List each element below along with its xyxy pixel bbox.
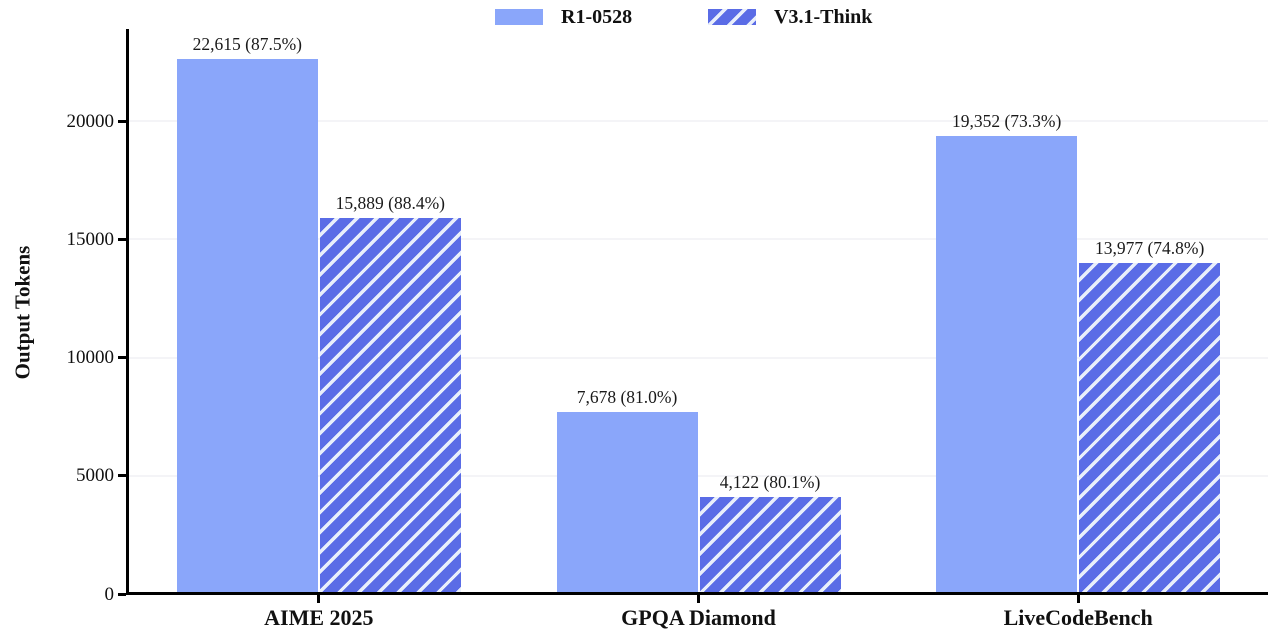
bar-v3.1-think-aime-2025 — [319, 218, 461, 594]
x-category-label: LiveCodeBench — [1003, 605, 1153, 630]
bar-value-label: 15,889 (88.4%) — [335, 193, 446, 214]
plot-area: 22,615 (87.5%) 15,889 (88.4%) 7,678 (81.0%… — [129, 30, 1268, 594]
x-axis-tick — [697, 595, 700, 603]
y-tick-label: 15000 — [66, 228, 115, 250]
bar-r1-0528-livecodebench — [936, 136, 1078, 594]
y-axis-tick — [118, 592, 126, 596]
y-axis-title: Output Tokens — [10, 245, 35, 380]
bar-v3.1-think-gpqa-diamond — [699, 496, 841, 594]
bar-r1-0528-aime-2025 — [176, 59, 318, 594]
x-axis-tick — [1076, 595, 1080, 603]
y-axis-line — [126, 29, 129, 595]
legend-label: V3.1-Think — [774, 5, 873, 28]
bar-value-label: 22,615 (87.5%) — [192, 34, 303, 55]
x-category-label: AIME 2025 — [264, 605, 374, 630]
legend-swatch-hatched-icon — [708, 9, 756, 25]
gridline — [129, 474, 1268, 477]
legend-label: R1-0528 — [561, 5, 633, 28]
y-axis-tick — [118, 356, 126, 360]
bar-r1-0528-gpqa-diamond — [556, 412, 698, 594]
bar-value-label: 19,352 (73.3%) — [951, 111, 1062, 132]
y-tick-label: 10000 — [66, 347, 115, 369]
y-axis-tick — [118, 119, 126, 123]
gridline — [129, 120, 1268, 123]
bar-value-label: 13,977 (74.8%) — [1094, 238, 1205, 259]
legend-entry-r1-0528: R1-0528 — [495, 4, 632, 30]
y-tick-label: 5000 — [76, 465, 114, 487]
x-category-label: GPQA Diamond — [621, 605, 776, 630]
x-axis-tick — [317, 595, 321, 603]
y-axis-tick — [118, 474, 126, 478]
bar-value-label: 7,678 (81.0%) — [576, 387, 678, 408]
x-axis-line — [126, 592, 1268, 595]
y-tick-label: 20000 — [66, 110, 115, 132]
bar-value-label: 4,122 (80.1%) — [719, 471, 821, 492]
y-axis-tick — [118, 237, 126, 241]
bar-v3.1-think-livecodebench — [1079, 263, 1221, 594]
gridline — [129, 356, 1268, 359]
legend-swatch-solid-icon — [495, 9, 543, 25]
legend-entry-v31-think: V3.1-Think — [708, 4, 872, 30]
y-tick-label: 0 — [104, 583, 115, 605]
gridline — [129, 238, 1268, 241]
